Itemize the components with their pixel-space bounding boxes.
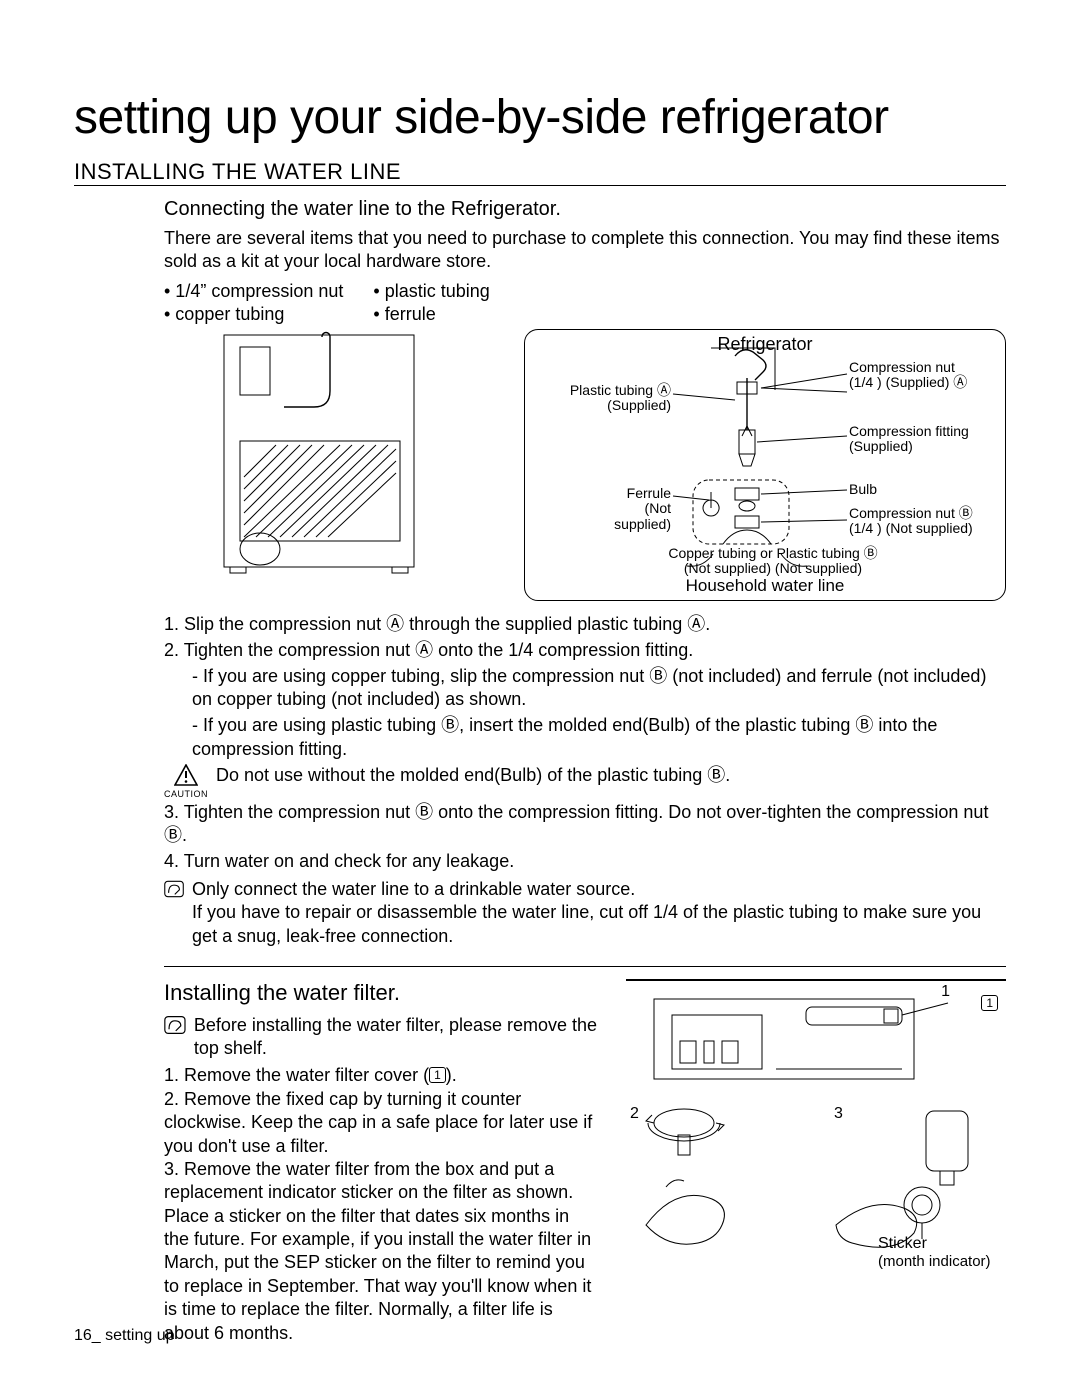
sticker-label: Sticker (month indicator) xyxy=(878,1235,991,1270)
label-copper-or-plastic: Copper tubing or Plastic tubing Ⓑ (Not s… xyxy=(633,546,913,577)
figure-water-connection: Refrigerator xyxy=(524,329,1006,601)
divider xyxy=(164,966,1006,967)
section-heading-install-water-line: INSTALLING THE WATER LINE xyxy=(74,159,1006,186)
label-compression-fitting: Compression fitting (Supplied) xyxy=(849,424,969,455)
panel1-badge-1: 1 xyxy=(981,995,998,1011)
label-plastic-tubing-a: Plastic tubing Ⓐ (Supplied) xyxy=(561,383,671,414)
step: 1. Remove the water filter cover (1). xyxy=(164,1064,598,1087)
step: 4. Turn water on and check for any leaka… xyxy=(164,850,1006,874)
panel2-label-2: 2 xyxy=(630,1105,639,1123)
note-text: Before installing the water filter, plea… xyxy=(194,1014,598,1061)
parts-bullets: • 1/4” compression nut • copper tubing •… xyxy=(164,281,1006,325)
page-title: setting up your side-by-side refrigerato… xyxy=(74,90,1006,145)
bullet: • copper tubing xyxy=(164,304,343,325)
note-icon xyxy=(164,1014,186,1036)
caution-icon-block: CAUTION xyxy=(164,764,208,799)
page-footer: 16_ setting up xyxy=(74,1327,175,1345)
warning-triangle-icon xyxy=(174,764,198,786)
panel2-label-3: 3 xyxy=(834,1105,843,1123)
bullet: • ferrule xyxy=(373,304,489,325)
step-sub: - If you are using copper tubing, slip t… xyxy=(192,665,1006,713)
label-household-water-line: Household water line xyxy=(525,577,1005,596)
step: 2. Tighten the compression nut Ⓐ onto th… xyxy=(164,639,1006,663)
step: 3. Remove the water filter from the box … xyxy=(164,1158,598,1345)
caution-text: Do not use without the molded end(Bulb) … xyxy=(216,764,730,787)
label-compression-nut-a: Compression nut (1/4 ) (Supplied) Ⓐ xyxy=(849,360,967,391)
step: 3. Tighten the compression nut Ⓑ onto th… xyxy=(164,801,1006,849)
subheading-connecting-water-line: Connecting the water line to the Refrige… xyxy=(164,198,1006,221)
steps-connection: 1. Slip the compression nut Ⓐ through th… xyxy=(164,613,1006,762)
label-bulb: Bulb xyxy=(849,482,877,497)
step-sub: - If you are using plastic tubing Ⓑ, ins… xyxy=(192,714,1006,762)
figure-fridge-rear xyxy=(164,329,494,579)
bullet: • plastic tubing xyxy=(373,281,489,302)
caution-label: CAUTION xyxy=(164,789,208,799)
panel1-label-1: 1 xyxy=(941,983,950,1001)
label-ferrule: Ferrule (Not supplied) xyxy=(585,486,671,532)
badge-1: 1 xyxy=(429,1067,446,1083)
subheading-install-filter: Installing the water filter. xyxy=(164,979,598,1008)
note-icon xyxy=(164,878,184,900)
intro-text: There are several items that you need to… xyxy=(164,227,1006,273)
figure-filter-panels: 1 1 xyxy=(626,979,1006,1345)
label-compression-nut-b: Compression nut Ⓑ (1/4 ) (Not supplied) xyxy=(849,506,973,537)
note-text: Only connect the water line to a drinkab… xyxy=(192,878,1006,948)
step: 1. Slip the compression nut Ⓐ through th… xyxy=(164,613,1006,637)
step: 2. Remove the fixed cap by turning it co… xyxy=(164,1088,598,1158)
bullet: • 1/4” compression nut xyxy=(164,281,343,302)
